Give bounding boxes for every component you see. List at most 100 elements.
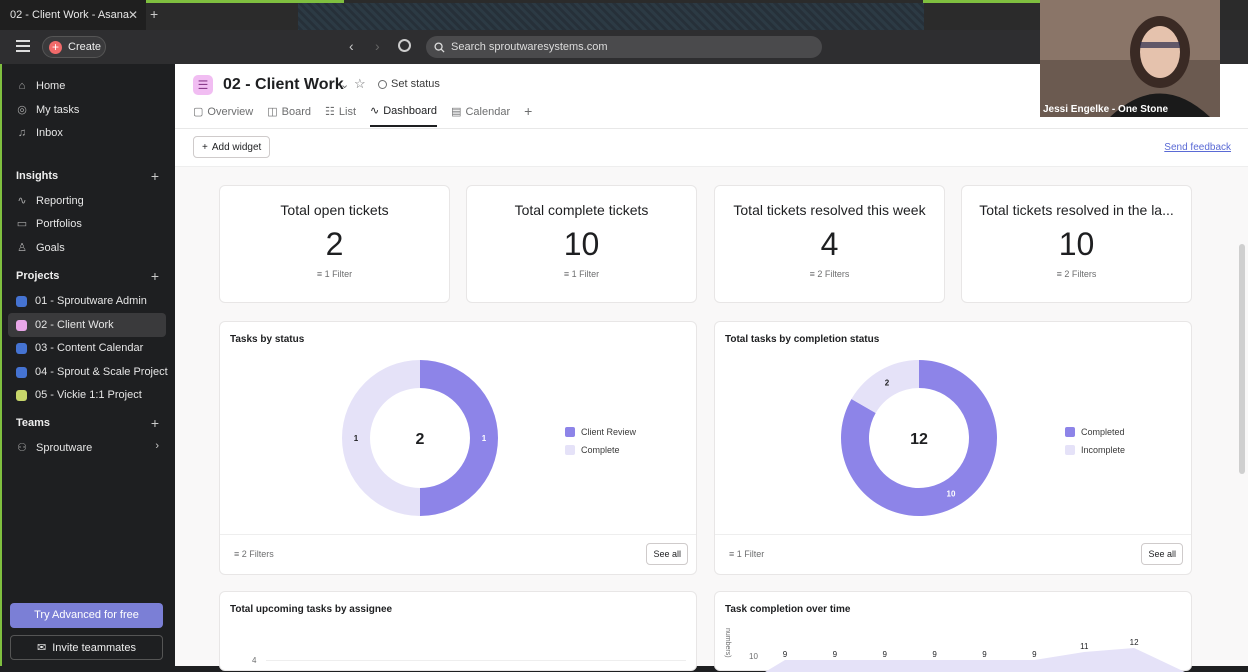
menu-icon[interactable]	[16, 40, 30, 55]
sidebar-item-label: 05 - Vickie 1:1 Project	[35, 389, 142, 401]
point-value-label: 9	[982, 650, 987, 659]
sidebar-project-03[interactable]: 03 - Content Calendar	[16, 339, 143, 357]
sidebar-item-portfolios[interactable]: ▭ Portfolios	[16, 215, 82, 233]
search-icon	[434, 41, 445, 53]
tab-calendar[interactable]: ▤ Calendar	[451, 104, 510, 127]
project-title[interactable]: 02 - Client Work	[223, 76, 344, 93]
stat-value: 2	[325, 226, 344, 262]
stat-card-complete-tickets[interactable]: Total complete tickets 10 ≡ 1 Filter	[466, 185, 697, 303]
add-widget-button[interactable]: + Add widget	[193, 136, 271, 158]
sidebar-item-goals[interactable]: ♙ Goals	[16, 239, 65, 257]
chart-legend: Client Review Complete	[565, 423, 636, 459]
sidebar-item-label: Sproutware	[36, 442, 93, 454]
chart-filter[interactable]: ≡ 1 Filter	[729, 549, 764, 559]
slice-value-label: 2	[885, 379, 890, 388]
area-fill	[765, 648, 1185, 672]
chart-filter[interactable]: ≡ 2 Filters	[234, 549, 274, 559]
slice-value-label: 10	[947, 489, 956, 498]
send-feedback-link[interactable]: Send feedback	[1164, 142, 1231, 153]
legend-item: Client Review	[565, 423, 636, 441]
chart-title: Task completion over time	[725, 604, 851, 615]
create-button[interactable]: + Create	[42, 36, 106, 58]
filter-icon: ≡	[809, 269, 818, 279]
tab-board[interactable]: ◫ Board	[267, 104, 311, 127]
donut-slice-client-review[interactable]	[420, 360, 498, 516]
chevron-down-icon[interactable]: ⌄	[340, 79, 350, 91]
scrollbar[interactable]	[1239, 244, 1245, 474]
legend-item: Incomplete	[1065, 441, 1125, 459]
plus-icon: +	[49, 40, 62, 54]
add-insight-icon[interactable]: +	[150, 168, 159, 184]
webcam-overlay	[1040, 0, 1220, 117]
sidebar-item-label: Reporting	[36, 195, 84, 207]
sidebar-item-my-tasks[interactable]: ◎ My tasks	[16, 101, 79, 119]
chart-card-tasks-by-status[interactable]: Tasks by status 1 1 2 Client Review Comple…	[219, 321, 697, 575]
sidebar-item-inbox[interactable]: ♫ Inbox	[16, 124, 63, 142]
sidebar-item-label: My tasks	[36, 104, 80, 116]
add-tab-icon[interactable]: +	[524, 103, 533, 119]
invite-teammates-button[interactable]: ✉ Invite teammates	[10, 635, 163, 660]
sidebar-project-01[interactable]: 01 - Sproutware Admin	[16, 292, 147, 310]
divider	[175, 166, 1248, 167]
search-input[interactable]: Search sproutwaresystems.com	[426, 36, 822, 58]
point-value-label: 9	[783, 650, 788, 659]
sidebar-item-label: Goals	[36, 242, 65, 254]
donut-slice-completed[interactable]	[841, 360, 997, 516]
stat-title: Total tickets resolved in the la...	[979, 202, 1174, 218]
stat-title: Total complete tickets	[514, 202, 649, 218]
forward-arrow-icon[interactable]: ›	[375, 38, 380, 54]
plus-icon: +	[202, 141, 208, 153]
try-advanced-button[interactable]: Try Advanced for free	[10, 603, 163, 628]
sidebar-project-04[interactable]: 04 - Sprout & Scale Project	[16, 363, 168, 381]
folder-icon: ▭	[16, 218, 28, 230]
tab-list[interactable]: ☷ List	[325, 104, 356, 127]
filter-icon: ≡	[316, 269, 325, 279]
sidebar-item-label: Home	[36, 80, 66, 92]
set-status-button[interactable]: Set status	[378, 78, 440, 90]
check-circle-icon: ◎	[17, 104, 27, 116]
invite-label: Invite teammates	[52, 641, 136, 654]
add-project-icon[interactable]: +	[150, 268, 159, 284]
filter-icon: ≡	[234, 549, 242, 559]
tab-dashboard[interactable]: ∿ Dashboard	[370, 104, 438, 127]
history-icon[interactable]	[398, 39, 411, 52]
donut-slice-complete[interactable]	[342, 360, 420, 516]
chart-card-upcoming-by-assignee[interactable]: Total upcoming tasks by assignee 4	[219, 591, 697, 671]
stat-card-resolved-week[interactable]: Total tickets resolved this week 4 ≡ 2 F…	[714, 185, 945, 303]
mail-icon: ✉	[37, 642, 47, 654]
sidebar-item-label: 02 - Client Work	[35, 319, 114, 331]
chart-title: Total tasks by completion status	[725, 334, 880, 345]
back-arrow-icon[interactable]: ‹	[349, 38, 354, 54]
browser-tab[interactable]: 02 - Client Work - Asana ✕	[0, 0, 146, 30]
donut-center-total: 12	[910, 431, 928, 448]
new-tab-icon[interactable]: +	[150, 6, 159, 22]
sidebar-project-05[interactable]: 05 - Vickie 1:1 Project	[16, 386, 142, 404]
legend-item: Completed	[1065, 423, 1125, 441]
browser-tab-title: 02 - Client Work - Asana	[10, 9, 130, 21]
sidebar-item-home[interactable]: ⌂ Home	[16, 77, 66, 95]
sidebar-item-label: Inbox	[36, 127, 63, 139]
add-team-icon[interactable]: +	[150, 415, 159, 431]
gridline	[266, 660, 686, 661]
chart-footer: ≡ 1 Filter See all	[715, 534, 1191, 574]
chart-card-completion-status[interactable]: Total tasks by completion status 10 2 12 C…	[714, 321, 1192, 575]
sidebar-team-sproutware[interactable]: ⚇ Sproutware	[16, 439, 92, 457]
sidebar-item-reporting[interactable]: ∿ Reporting	[16, 192, 84, 210]
donut-chart: 1 1 2	[342, 360, 498, 516]
donut-slice-incomplete[interactable]	[851, 360, 919, 413]
donut-center-total: 2	[416, 431, 425, 448]
stat-card-open-tickets[interactable]: Total open tickets 2 ≡ 1 Filter	[219, 185, 450, 303]
star-icon[interactable]: ☆	[354, 76, 366, 91]
chevron-right-icon[interactable]: ›	[155, 440, 159, 452]
filter-label: 2 Filters	[817, 269, 850, 279]
chart-footer: ≡ 2 Filters See all	[220, 534, 696, 574]
legend-label: Client Review	[581, 427, 637, 437]
see-all-button[interactable]: See all	[646, 543, 688, 565]
stat-card-resolved-last[interactable]: Total tickets resolved in the la... 10 ≡…	[961, 185, 1192, 303]
tab-label: List	[338, 105, 357, 118]
sidebar-project-02[interactable]: 02 - Client Work	[16, 316, 114, 334]
tab-overview[interactable]: ▢ Overview	[193, 104, 253, 127]
close-icon[interactable]: ✕	[127, 8, 138, 22]
see-all-button[interactable]: See all	[1141, 543, 1183, 565]
